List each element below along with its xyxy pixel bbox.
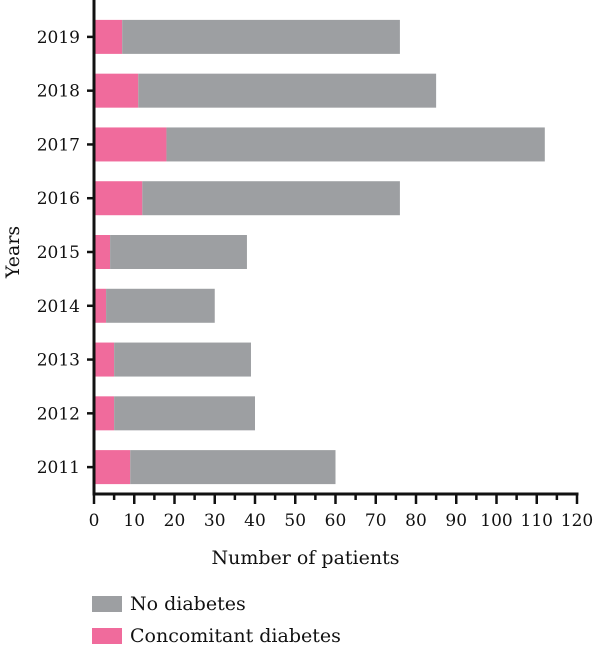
bar-no-diabetes-2019 [122, 19, 400, 54]
x-tick-label-70: 70 [365, 511, 387, 531]
x-tick-label-60: 60 [325, 511, 347, 531]
bar-no-diabetes-2018 [138, 73, 437, 108]
x-tick-label-20: 20 [164, 511, 186, 531]
legend-swatch-no-diabetes [92, 596, 122, 612]
x-axis-title: Number of patients [212, 547, 400, 569]
x-tick-label-80: 80 [405, 511, 427, 531]
bar-concomitant-diabetes-2011 [94, 450, 131, 485]
y-tick-label-2012: 2012 [37, 404, 80, 424]
bar-concomitant-diabetes-2013 [94, 342, 115, 377]
x-tick-label-90: 90 [445, 511, 467, 531]
bar-no-diabetes-2014 [106, 288, 215, 323]
y-tick-label-2015: 2015 [37, 243, 80, 263]
y-axis-title: Years [2, 226, 24, 279]
bar-no-diabetes-2017 [166, 127, 545, 162]
y-tick-label-2016: 2016 [37, 189, 80, 209]
bar-concomitant-diabetes-2012 [94, 396, 115, 431]
y-tick-label-2013: 2013 [37, 351, 80, 371]
legend: No diabetes Concomitant diabetes [92, 590, 341, 654]
x-tick-label-40: 40 [244, 511, 266, 531]
bar-concomitant-diabetes-2019 [94, 19, 123, 54]
x-tick-label-110: 110 [521, 511, 553, 531]
x-tick-label-0: 0 [89, 511, 100, 531]
y-tick-label-2019: 2019 [37, 28, 80, 48]
bar-no-diabetes-2011 [130, 450, 336, 485]
legend-item-concomitant-diabetes: Concomitant diabetes [92, 622, 341, 650]
y-tick-label-2018: 2018 [37, 82, 80, 102]
y-tick-label-2014: 2014 [37, 297, 80, 317]
bar-no-diabetes-2015 [110, 235, 247, 269]
bar-concomitant-diabetes-2014 [94, 288, 107, 323]
x-tick-label-30: 30 [204, 511, 226, 531]
bar-no-diabetes-2013 [114, 342, 251, 377]
legend-label-no-diabetes: No diabetes [130, 593, 246, 615]
y-tick-label-2017: 2017 [37, 135, 80, 155]
y-tick-label-2011: 2011 [37, 458, 80, 478]
legend-swatch-concomitant-diabetes [92, 628, 122, 644]
bar-no-diabetes-2012 [114, 396, 255, 431]
x-tick-label-120: 120 [561, 511, 593, 531]
x-tick-label-100: 100 [480, 511, 512, 531]
legend-item-no-diabetes: No diabetes [92, 590, 341, 618]
x-tick-label-50: 50 [284, 511, 306, 531]
bar-no-diabetes-2016 [142, 181, 400, 216]
bar-concomitant-diabetes-2015 [94, 235, 111, 269]
legend-label-concomitant-diabetes: Concomitant diabetes [130, 625, 341, 647]
bar-concomitant-diabetes-2017 [94, 127, 167, 162]
x-tick-label-10: 10 [123, 511, 145, 531]
bar-concomitant-diabetes-2018 [94, 73, 139, 108]
bar-concomitant-diabetes-2016 [94, 181, 143, 216]
